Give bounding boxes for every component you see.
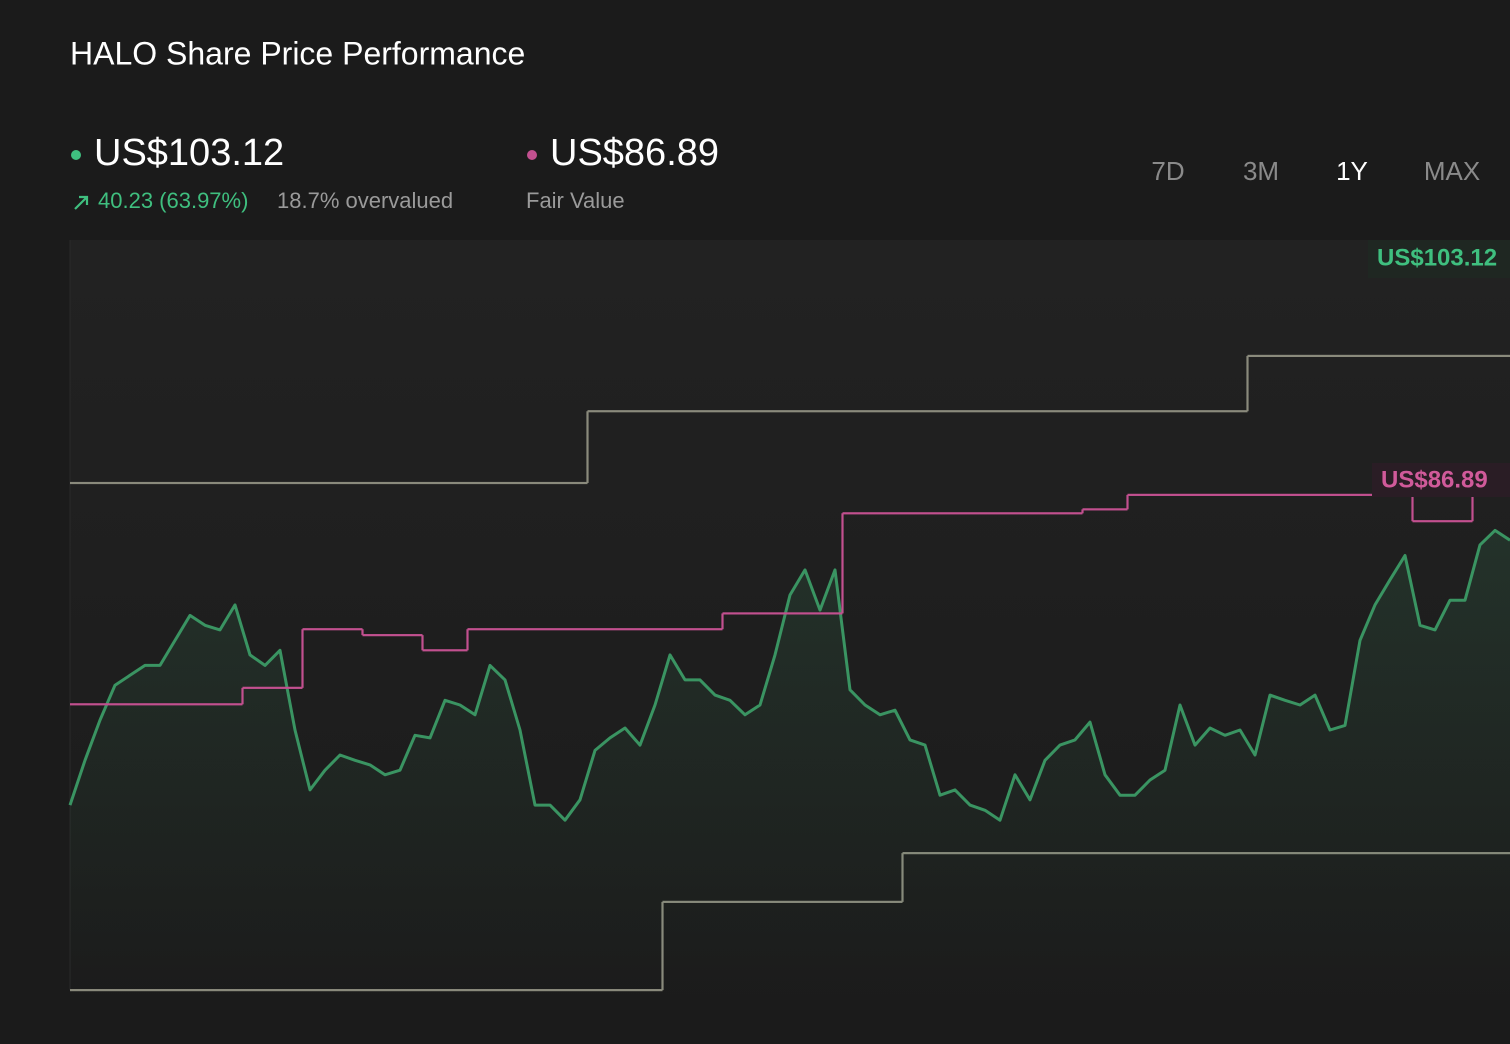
fair-value-dot <box>527 150 537 160</box>
fair-value-tag: US$86.89 <box>1381 466 1488 493</box>
price-change: 40.23 (63.97%) <box>98 188 248 213</box>
range-button[interactable]: 3M <box>1243 156 1279 186</box>
price-tag: US$103.12 <box>1377 244 1497 271</box>
range-button[interactable]: 7D <box>1151 156 1184 186</box>
range-button[interactable]: 1Y <box>1336 156 1368 186</box>
fair-value-tag-box <box>1372 463 1510 497</box>
title: HALO Share Price Performance <box>70 35 525 71</box>
up-arrow <box>74 195 89 210</box>
price-line <box>68 528 1510 822</box>
valuation: 18.7% overvalued <box>277 188 453 213</box>
price-area <box>70 530 1510 1000</box>
range-button[interactable]: MAX <box>1424 156 1480 186</box>
plot <box>68 240 1510 1000</box>
price: US$103.12 <box>94 132 284 174</box>
fair-value-label: Fair Value <box>526 188 625 213</box>
fair-value: US$86.89 <box>550 132 719 174</box>
price-tag-box <box>1368 240 1510 278</box>
price-dot <box>71 150 81 160</box>
